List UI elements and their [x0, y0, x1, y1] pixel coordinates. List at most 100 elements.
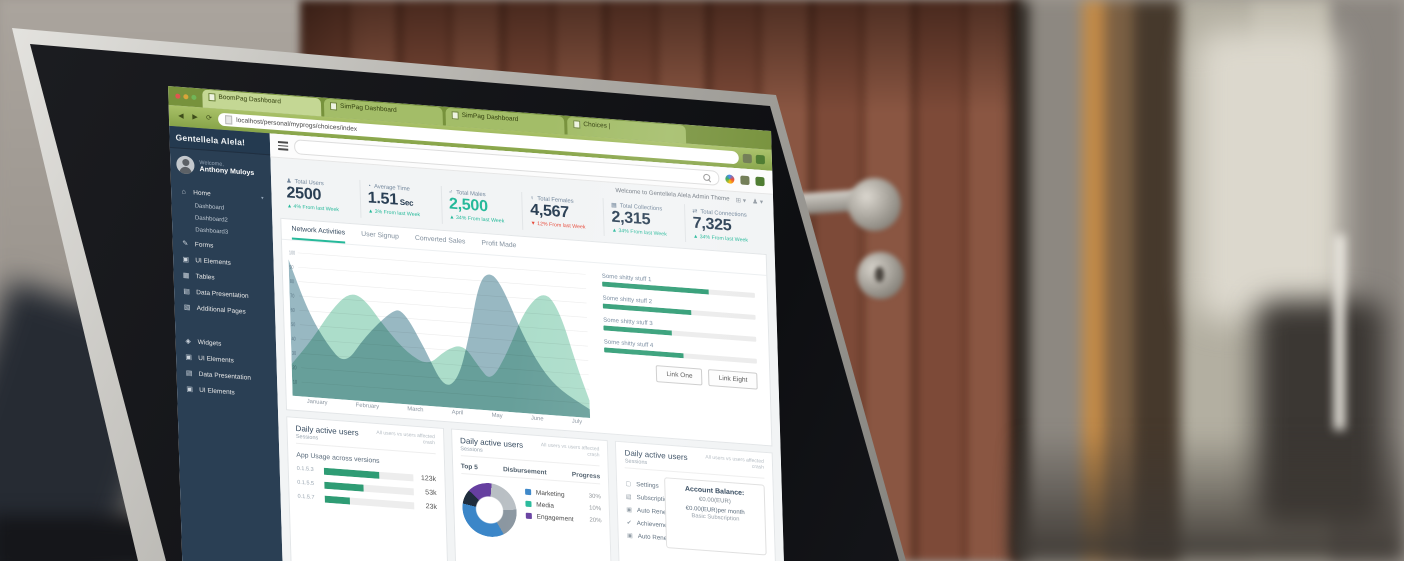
- tab-label: Choices |: [583, 120, 611, 130]
- usage-fill: [324, 495, 350, 505]
- month-label: April: [451, 409, 464, 417]
- tab-favicon: [573, 120, 581, 129]
- forward-icon[interactable]: ▶: [192, 113, 198, 121]
- window-control-dot[interactable]: [191, 94, 197, 101]
- menu-toggle-icon[interactable]: [277, 141, 289, 151]
- usage-track: [324, 481, 414, 496]
- apps-icon[interactable]: [725, 174, 735, 184]
- setting-item-subscription[interactable]: ▤ Subscription: [625, 493, 671, 504]
- stat-total-collections: ▦ Total Collections 2,315 ▲ 34% From last W…: [602, 198, 686, 242]
- usage-value: 23k: [425, 502, 438, 511]
- progress-some-shitty-stuff-4: Some shitty stuff 4: [604, 339, 757, 364]
- stat-total-connections: ⇄ Total Connections 7,325 ▲ 34% From last W…: [684, 204, 767, 248]
- panel-settings: Daily active users Sessions All users vs…: [615, 440, 780, 561]
- extension-icon[interactable]: [742, 153, 752, 164]
- stat-total-males: ♂ Total Males 2,500 ▲ 34% From last Week: [440, 185, 523, 230]
- grid-icon[interactable]: ⊞ ▾: [735, 196, 747, 205]
- user-menu-icon[interactable]: ♟ ▾: [752, 198, 764, 207]
- legend-swatch: [524, 489, 531, 496]
- data-presentation-icon: ▤: [185, 369, 193, 378]
- version-label: 0.1.5.3: [296, 466, 314, 474]
- sidebar-item-label: UI Elements: [195, 256, 231, 267]
- column-header-progress: Progress: [571, 471, 601, 481]
- sidebar-item-label: Widgets: [197, 338, 222, 348]
- auto-renewal-icon: ▣: [626, 507, 633, 514]
- extension-icon[interactable]: [755, 154, 766, 165]
- activity-side-column: Some shitty stuff 1 Some shitty stuff 2 So…: [589, 263, 771, 446]
- legend-label: Engagement: [536, 513, 574, 524]
- setting-item-auto-renewal[interactable]: ▣ Auto Renewal: [626, 532, 677, 543]
- chevron-down-icon: ▾: [260, 194, 264, 202]
- sidebar: Gentellela Alela! Welcome, Anthony Muloy…: [169, 125, 285, 561]
- stat-total-females: ♀ Total Females 4,567 ▼ 12% From last Week: [521, 191, 605, 236]
- background-floor-shadow: [1012, 430, 1404, 561]
- usage-value: 53k: [425, 489, 437, 497]
- month-label: February: [355, 402, 380, 410]
- page-icon: [225, 115, 233, 125]
- back-icon[interactable]: ◀: [178, 112, 184, 120]
- svg-text:100: 100: [289, 249, 296, 255]
- month-label: January: [306, 398, 328, 407]
- setting-item-auto-renewal[interactable]: ▣ Auto Renewal: [626, 506, 676, 517]
- stat-total-users: ♟ Total Users 2500 ▲ 4% From last Week: [279, 174, 360, 218]
- window-control-dot[interactable]: [175, 93, 181, 99]
- month-label: July: [571, 418, 583, 426]
- main-content: Welcome to Gentellela Alela Admin Theme …: [269, 133, 788, 561]
- tab-favicon: [451, 111, 459, 120]
- stat-average-time: ◔ Average Time 1.51 Sec ▲ 3% From last Week: [359, 179, 442, 224]
- subscription-icon: ▤: [625, 494, 632, 501]
- window-controls[interactable]: [175, 93, 197, 101]
- legend-value: 20%: [589, 517, 602, 525]
- window-control-dot[interactable]: [183, 94, 189, 100]
- panel-app-usage: Daily active users Sessions All users vs…: [286, 415, 451, 561]
- refresh-icon[interactable]: ⟳: [206, 114, 213, 122]
- panel-note: All users vs users affected crash: [705, 454, 765, 471]
- svg-text:90: 90: [289, 264, 294, 270]
- sidebar-item-label: Additional Pages: [196, 304, 246, 316]
- legend-label: Media: [536, 501, 555, 510]
- notifications-icon[interactable]: [755, 176, 765, 187]
- data-presentation-icon: ▤: [183, 288, 191, 296]
- tab-user-signup[interactable]: User Signup: [361, 230, 399, 241]
- legend-swatch: [525, 512, 532, 520]
- progress-some-shitty-stuff-3: Some shitty stuff 3: [603, 317, 757, 342]
- link-one-button[interactable]: Link One: [656, 364, 703, 386]
- setting-label: Settings: [636, 480, 659, 490]
- activity-card: Network Activities User Signup Converted S…: [280, 217, 773, 447]
- tables-icon: ▦: [182, 272, 190, 280]
- achievements-icon: ✔: [626, 519, 632, 527]
- usage-fill: [324, 481, 364, 492]
- auto-renewal-icon: ▣: [626, 532, 633, 540]
- link-eight-button[interactable]: Link Eight: [708, 368, 758, 390]
- setting-item-achievements[interactable]: ✔ Achievements: [626, 519, 676, 530]
- version-label: 0.1.5.7: [297, 493, 315, 502]
- legend-value: 30%: [588, 493, 601, 501]
- progress-some-shitty-stuff-2: Some shitty stuff 2: [602, 295, 756, 320]
- activity-chart: 100908070605040302010 JanuaryFebruaryMar…: [282, 240, 595, 432]
- home-icon: ⌂: [181, 188, 186, 196]
- tab-label: SimPag Dashboard: [339, 102, 397, 115]
- ui-elements-icon: ▣: [186, 385, 194, 394]
- sidebar-item-label: Forms: [194, 240, 214, 250]
- messages-icon[interactable]: [740, 175, 750, 186]
- additional-pages-icon: ▧: [183, 304, 191, 312]
- donut-chart: [461, 480, 518, 539]
- ui-elements-icon: ▣: [182, 256, 190, 264]
- link-buttons: Link One Link Eight: [604, 361, 758, 390]
- column-header-top-5: Top 5: [460, 462, 478, 472]
- usage-fill: [323, 467, 380, 479]
- legend-item-media: Media 10%: [525, 500, 601, 513]
- setting-item-settings[interactable]: ▢ Settings: [625, 480, 659, 490]
- legend-label: Marketing: [535, 489, 565, 499]
- usage-track: [324, 495, 414, 510]
- sidebar-item-label: UI Elements: [198, 354, 234, 365]
- tab-profit-made[interactable]: Profit Made: [481, 239, 517, 250]
- user-profile: Welcome, Anthony Muloys: [170, 148, 271, 187]
- sidebar-item-label: Data Presentation: [196, 288, 249, 300]
- panel-note: All users vs users affected crash: [540, 441, 600, 459]
- area-chart-svg: 100908070605040302010: [288, 249, 591, 418]
- legend-item-engagement: Engagement 20%: [525, 512, 602, 525]
- widgets-icon: ◈: [185, 338, 191, 346]
- area-series-users-affected: [291, 294, 591, 418]
- account-balance-box: Account Balance: €0.00(EUR) €0.00(EUR)pe…: [664, 477, 767, 556]
